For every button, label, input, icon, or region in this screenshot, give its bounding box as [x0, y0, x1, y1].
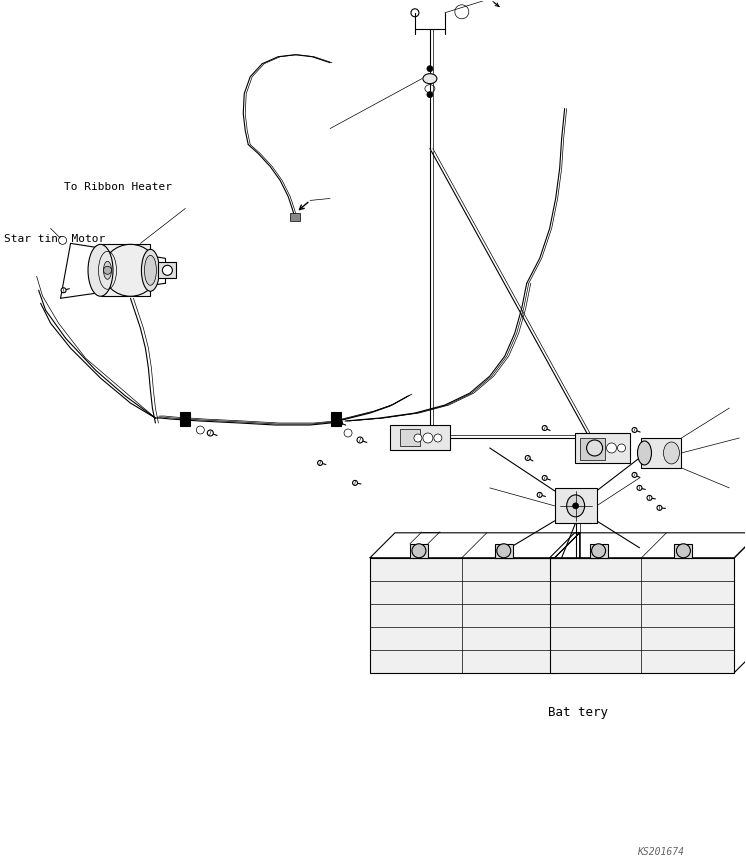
Text: Bat tery: Bat tery [548, 707, 608, 720]
Bar [495, 543, 513, 558]
Ellipse shape [104, 261, 111, 279]
Bar [400, 429, 420, 446]
Circle shape [657, 505, 662, 510]
Bar [555, 488, 597, 523]
Circle shape [525, 456, 530, 460]
Ellipse shape [88, 245, 113, 296]
Circle shape [497, 543, 511, 558]
Bar [674, 543, 692, 558]
Bar [390, 425, 450, 450]
Circle shape [353, 480, 357, 485]
Circle shape [427, 66, 433, 72]
Circle shape [537, 492, 542, 497]
Ellipse shape [145, 255, 157, 286]
Ellipse shape [142, 249, 160, 292]
Circle shape [542, 476, 547, 480]
Circle shape [592, 543, 606, 558]
Circle shape [207, 430, 213, 436]
Circle shape [104, 266, 111, 274]
Circle shape [318, 460, 322, 465]
Circle shape [632, 472, 637, 477]
Bar [331, 412, 341, 426]
Circle shape [357, 437, 363, 443]
Bar [181, 412, 190, 426]
Circle shape [414, 434, 422, 442]
Circle shape [427, 92, 433, 97]
Bar [290, 214, 300, 221]
Circle shape [412, 543, 426, 558]
Bar [580, 438, 604, 460]
Circle shape [606, 443, 616, 453]
Circle shape [618, 444, 626, 452]
Bar [642, 438, 681, 468]
Ellipse shape [103, 245, 158, 296]
Circle shape [163, 266, 172, 275]
Bar [101, 245, 151, 296]
Text: Star ting Motor: Star ting Motor [4, 234, 106, 244]
Circle shape [632, 428, 637, 432]
Ellipse shape [567, 495, 585, 516]
Text: KS201674: KS201674 [637, 847, 684, 857]
Circle shape [637, 485, 642, 490]
Bar [410, 543, 428, 558]
Circle shape [338, 420, 342, 425]
Circle shape [677, 543, 690, 558]
Circle shape [434, 434, 442, 442]
Circle shape [542, 425, 547, 431]
Circle shape [61, 288, 66, 293]
Circle shape [573, 503, 579, 509]
Ellipse shape [423, 74, 437, 83]
Bar [158, 262, 176, 279]
Circle shape [647, 496, 652, 500]
Bar [574, 433, 630, 463]
Ellipse shape [638, 441, 651, 465]
Ellipse shape [663, 442, 680, 464]
Bar [589, 543, 607, 558]
Bar [370, 558, 555, 673]
Bar [550, 558, 734, 673]
Text: To Ribbon Heater: To Ribbon Heater [64, 182, 172, 192]
Circle shape [586, 440, 603, 456]
Circle shape [423, 433, 433, 443]
Circle shape [59, 236, 66, 245]
